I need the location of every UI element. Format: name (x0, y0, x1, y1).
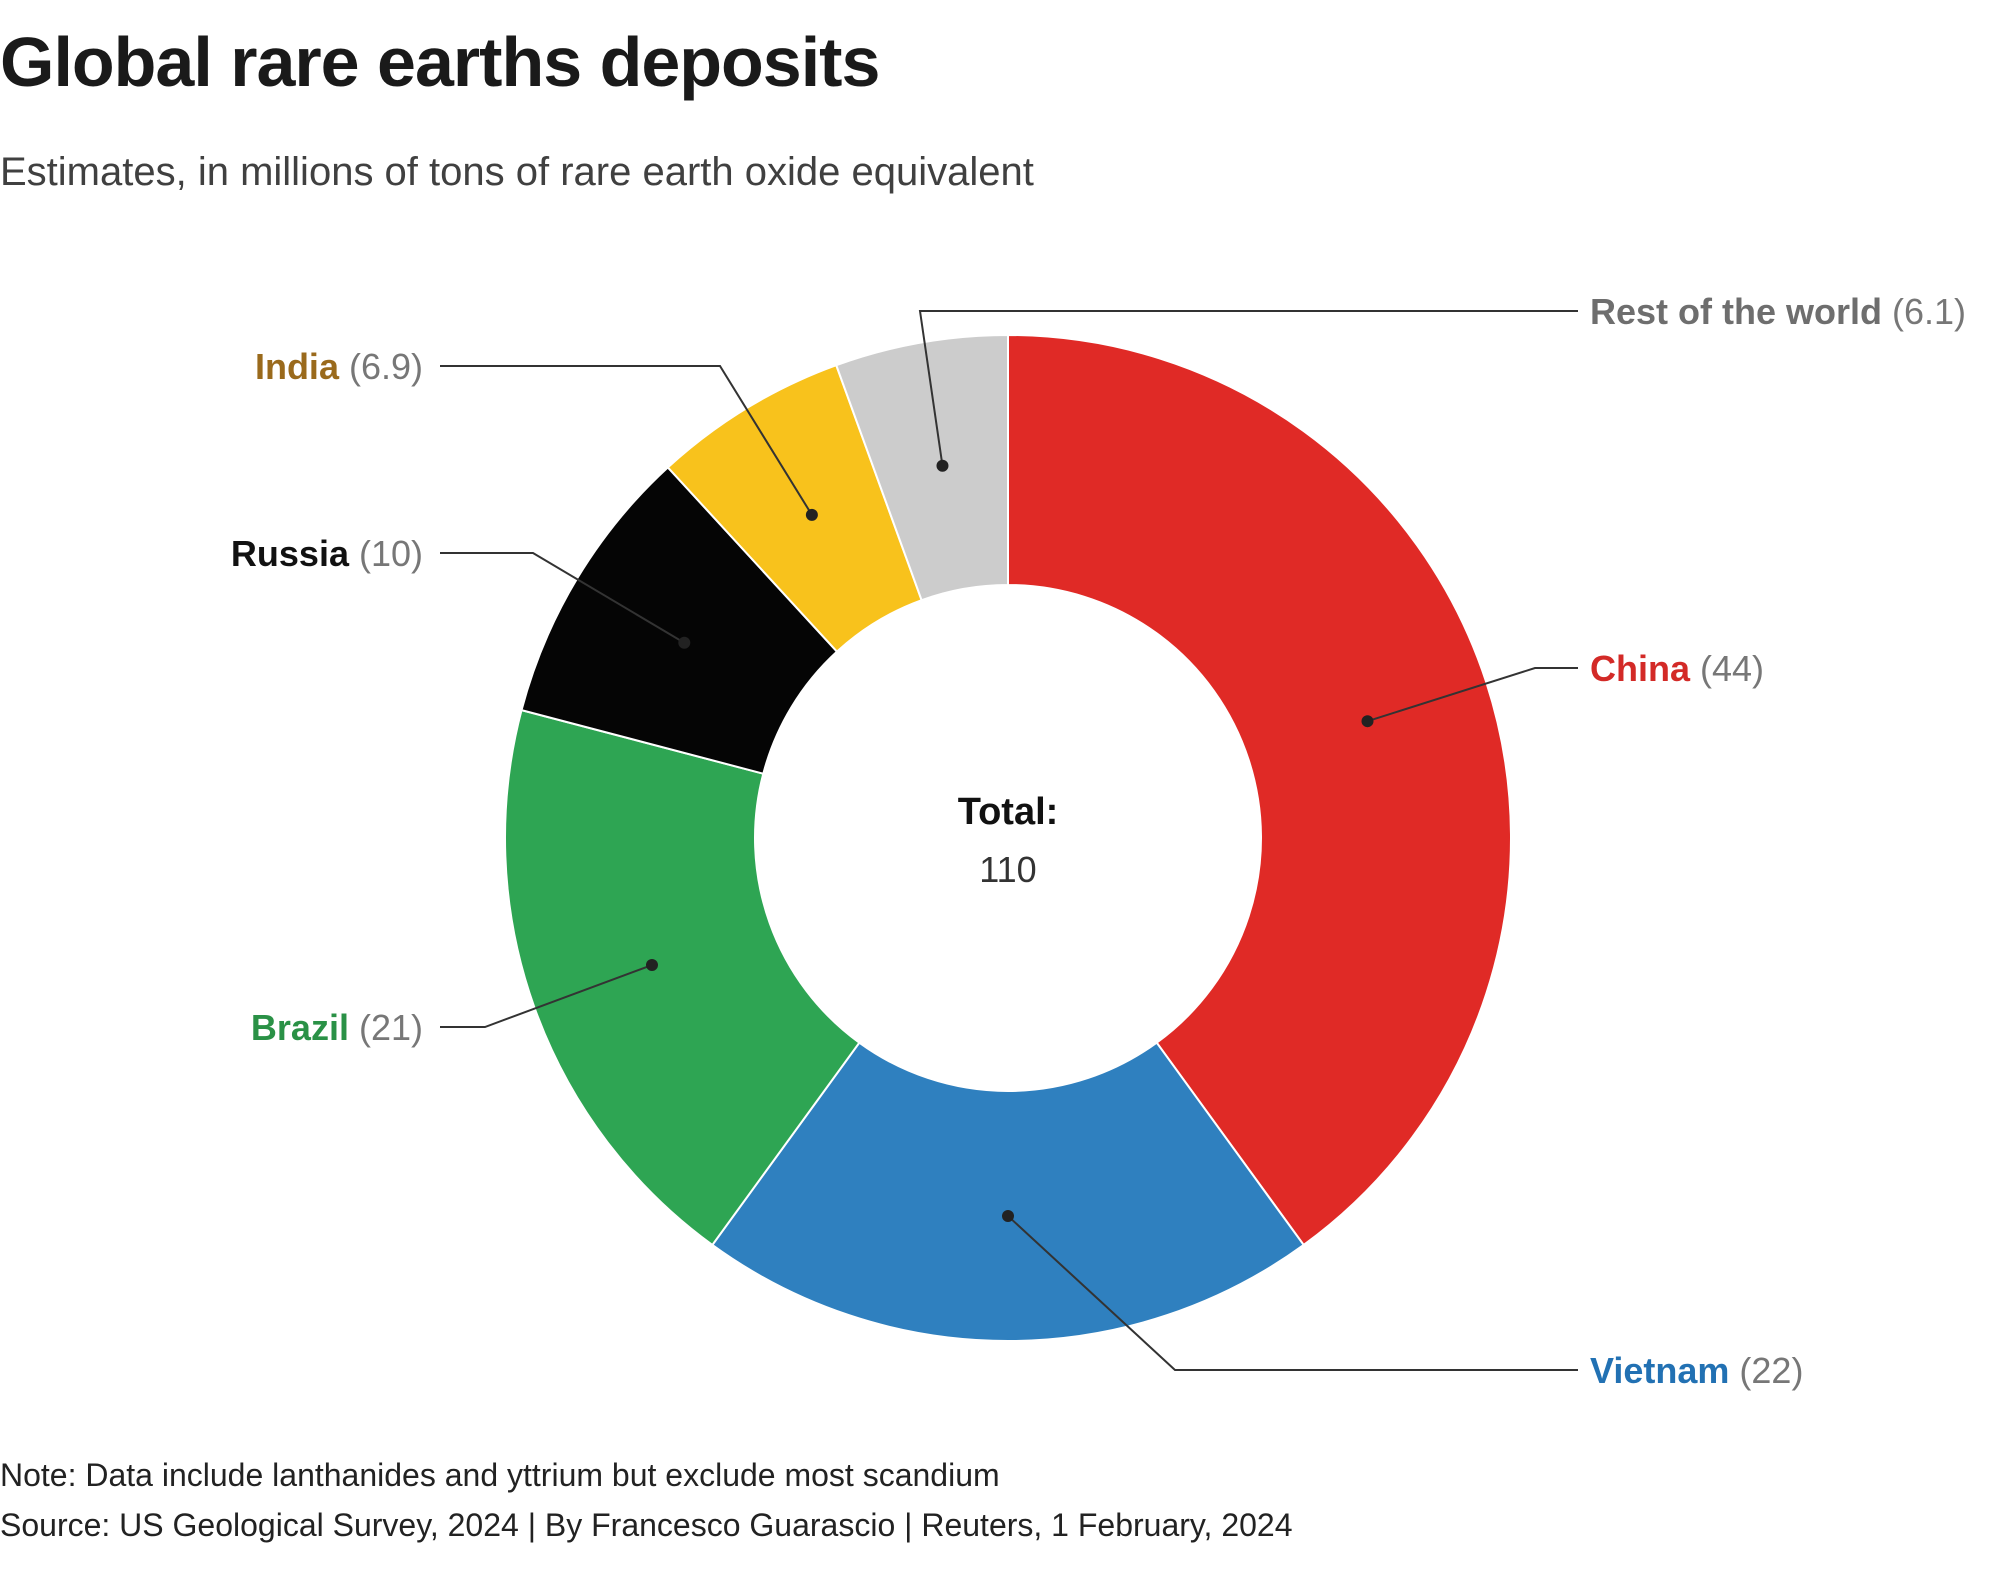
leader-dot (678, 636, 691, 649)
slice-label-brazil: Brazil (21) (251, 1007, 423, 1048)
slice-label-name: China (1590, 648, 1691, 689)
leader-dot (1002, 1210, 1014, 1222)
slice-label-value: (22) (1729, 1350, 1803, 1391)
slice-label-value: (6.1) (1882, 291, 1966, 332)
slice-china (1007, 333, 1512, 1247)
slice-label-value: (21) (349, 1007, 423, 1048)
leader-line (1367, 667, 1578, 723)
footer: Note: Data include lanthanides and yttri… (0, 1450, 1293, 1550)
leader-line (1007, 1215, 1578, 1371)
slice-labels: China (44) Vietnam (22) Brazil (21) Russia … (231, 291, 1966, 1391)
slice-rest-of-the-world (834, 333, 1009, 602)
donut-chart: China (44) Vietnam (22) Brazil (21) Russia … (231, 291, 1966, 1391)
source-text: Source: US Geological Survey, 2024 | By … (0, 1507, 1293, 1543)
leader-dot (645, 959, 658, 972)
slice-label-russia: Russia (10) (231, 533, 423, 574)
slice-label-vietnam: Vietnam (22) (1590, 1350, 1803, 1391)
slice-label-rest-of-the-world: Rest of the world (6.1) (1590, 291, 1966, 332)
leader-dot (936, 459, 949, 472)
leader-dot (1361, 715, 1374, 728)
slice-label-name: Vietnam (1590, 1350, 1729, 1391)
slice-russia (520, 466, 839, 775)
slice-label-name: Russia (231, 533, 350, 574)
leader-line (440, 365, 813, 516)
slice-label-name: India (255, 346, 340, 387)
chart-title: Global rare earths deposits (0, 23, 880, 101)
note-text: Note: Data include lanthanides and yttri… (0, 1457, 1000, 1493)
slice-label-name: Brazil (251, 1007, 349, 1048)
leader-line (440, 552, 685, 644)
total-label: Total: (958, 791, 1059, 833)
chart-subtitle: Estimates, in millions of tons of rare e… (0, 150, 1034, 194)
slice-label-value: (10) (349, 533, 423, 574)
leader-dot (805, 508, 818, 521)
leader-line (918, 310, 1578, 466)
slice-brazil (504, 708, 861, 1247)
slice-label-china: China (44) (1590, 648, 1764, 689)
leader-lines (440, 310, 1578, 1371)
leader-line (440, 964, 653, 1028)
slice-vietnam (710, 1041, 1306, 1343)
slice-label-value: (44) (1690, 648, 1764, 689)
slice-label-india: India (6.9) (255, 346, 423, 387)
total-value: 110 (979, 849, 1036, 890)
donut-slices (504, 333, 1512, 1343)
slice-label-name: Rest of the world (1590, 291, 1882, 332)
slice-label-value: (6.9) (339, 346, 423, 387)
